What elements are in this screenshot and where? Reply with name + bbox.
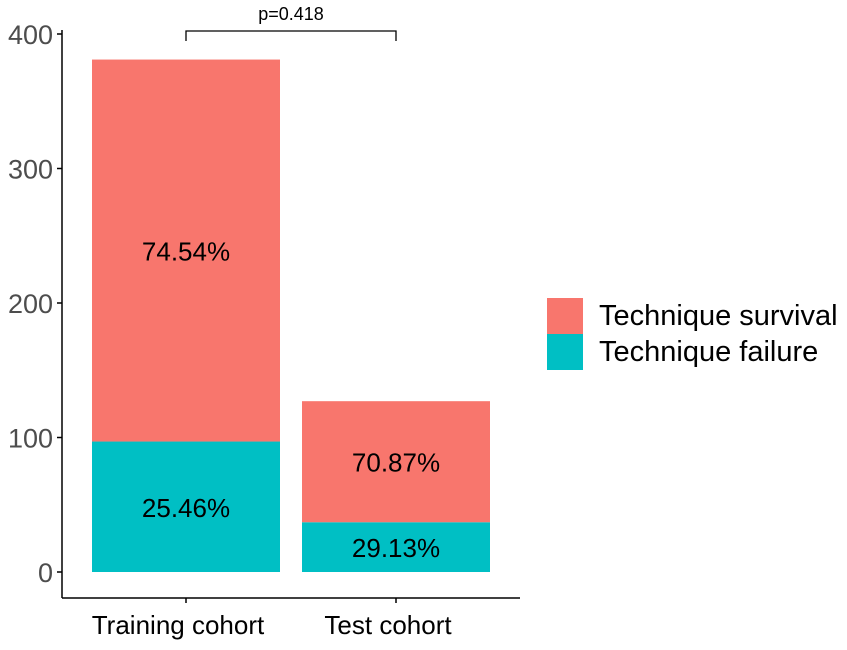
bar-training-cohort-technique-survival bbox=[92, 59, 280, 442]
significance-bracket bbox=[185, 30, 397, 41]
legend-item-technique-failure: Technique failure bbox=[547, 334, 838, 370]
data-label-training-cohort-technique-failure: 25.46% bbox=[142, 493, 230, 523]
legend-item-technique-survival: Technique survival bbox=[547, 298, 838, 334]
data-label-training-cohort-technique-survival: 74.54% bbox=[142, 237, 230, 267]
bar-test-cohort-technique-survival bbox=[302, 401, 490, 523]
legend-label-technique-failure: Technique failure bbox=[599, 335, 819, 368]
y-tick-label-100: 100 bbox=[8, 424, 53, 454]
bar-training-cohort-technique-failure bbox=[92, 441, 280, 572]
p-value-annotation: p=0.418 bbox=[258, 4, 324, 24]
y-tick-label-400: 400 bbox=[8, 20, 53, 50]
data-label-test-cohort-technique-failure: 29.13% bbox=[352, 533, 440, 563]
bar-test-cohort-technique-failure bbox=[302, 522, 490, 572]
y-tick-label-300: 300 bbox=[8, 155, 53, 185]
y-tick-label-0: 0 bbox=[38, 558, 53, 588]
legend-label-technique-survival: Technique survival bbox=[599, 299, 838, 332]
y-tick-label-200: 200 bbox=[8, 289, 53, 319]
legend: Technique survival Technique failure bbox=[547, 298, 838, 370]
x-tick-label-test-cohort: Test cohort bbox=[324, 610, 452, 640]
x-tick-label-training-cohort: Training cohort bbox=[92, 610, 265, 640]
data-label-test-cohort-technique-survival: 70.87% bbox=[352, 448, 440, 478]
legend-swatch-technique-failure bbox=[547, 334, 583, 370]
legend-swatch-technique-survival bbox=[547, 298, 583, 334]
